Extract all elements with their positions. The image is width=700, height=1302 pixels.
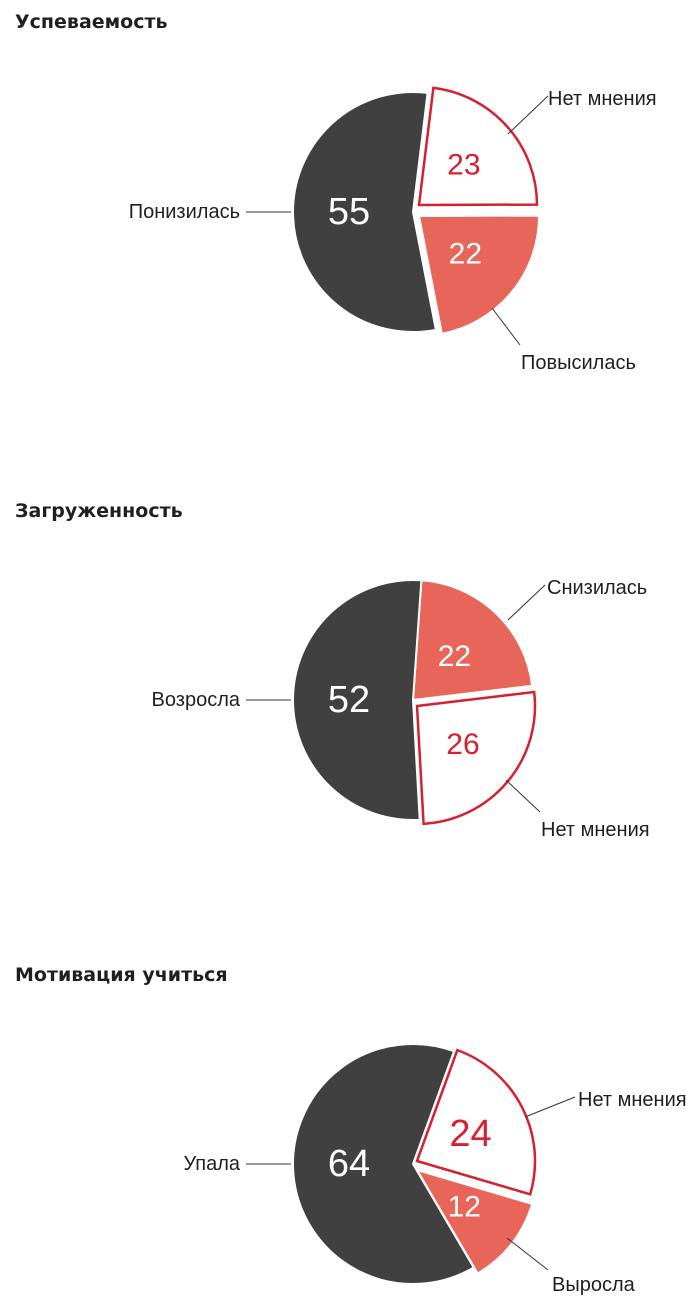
- pie-value-label-1-3: 55: [328, 191, 370, 233]
- leader-line-1-1: [507, 95, 549, 135]
- chart-title-2: Загруженность: [15, 500, 183, 522]
- pie-value-label-2-3: 52: [328, 679, 370, 721]
- pie-category-label-2-1: Снизилась: [547, 577, 647, 599]
- pie-value-label-1-2: 22: [449, 238, 482, 271]
- leader-line-2-2: [505, 779, 541, 813]
- pie-value-label-3-3: 64: [328, 1143, 370, 1185]
- pie-category-label-1-1: Нет мнения: [548, 88, 657, 110]
- pie-slice-3-1: [415, 1048, 537, 1196]
- pie-value-label-2-2: 26: [446, 728, 479, 761]
- chart-title-3: Мотивация учиться: [15, 964, 228, 986]
- pie-category-label-3-1: Нет мнения: [578, 1089, 687, 1111]
- pie-chart-2: 22 Снизилась 26 Нет мнения 52 Возросла: [152, 577, 650, 841]
- pie-chart-1: 23 Нет мнения 22 Повысилась 55 Понизилась: [129, 86, 657, 374]
- pie-slice-3-2: [414, 1168, 534, 1275]
- pie-value-label-2-1: 22: [438, 640, 471, 673]
- pie-slice-2-3: [292, 579, 423, 821]
- pie-value-label-3-2: 12: [448, 1190, 481, 1223]
- leader-line-1-2: [491, 307, 521, 346]
- pie-slice-3-3: [292, 1043, 476, 1286]
- pie-slice-1-1: [417, 86, 539, 207]
- pie-slice-1-3: [292, 91, 438, 333]
- pie-value-label-1-1: 23: [447, 149, 480, 182]
- pie-category-label-1-2: Повысилась: [521, 352, 636, 374]
- pie-slice-1-2: [417, 214, 540, 335]
- pie-slice-2-1: [411, 579, 534, 702]
- pie-category-label-1-3: Понизилась: [129, 201, 240, 223]
- pie-category-label-3-2: Выросла: [552, 1274, 636, 1296]
- leader-line-2-1: [507, 584, 546, 621]
- leader-line-3-1: [524, 1096, 576, 1118]
- pie-value-label-3-1: 24: [449, 1113, 491, 1155]
- chart-title-1: Успеваемость: [15, 11, 168, 33]
- pie-category-label-2-3: Возросла: [152, 689, 241, 711]
- pie-category-label-3-3: Упала: [183, 1153, 240, 1175]
- pie-category-label-2-2: Нет мнения: [541, 819, 650, 841]
- leader-line-3-2: [506, 1237, 549, 1271]
- pie-chart-3: 24 Нет мнения 12 Выросла 64 Упала: [183, 1043, 687, 1296]
